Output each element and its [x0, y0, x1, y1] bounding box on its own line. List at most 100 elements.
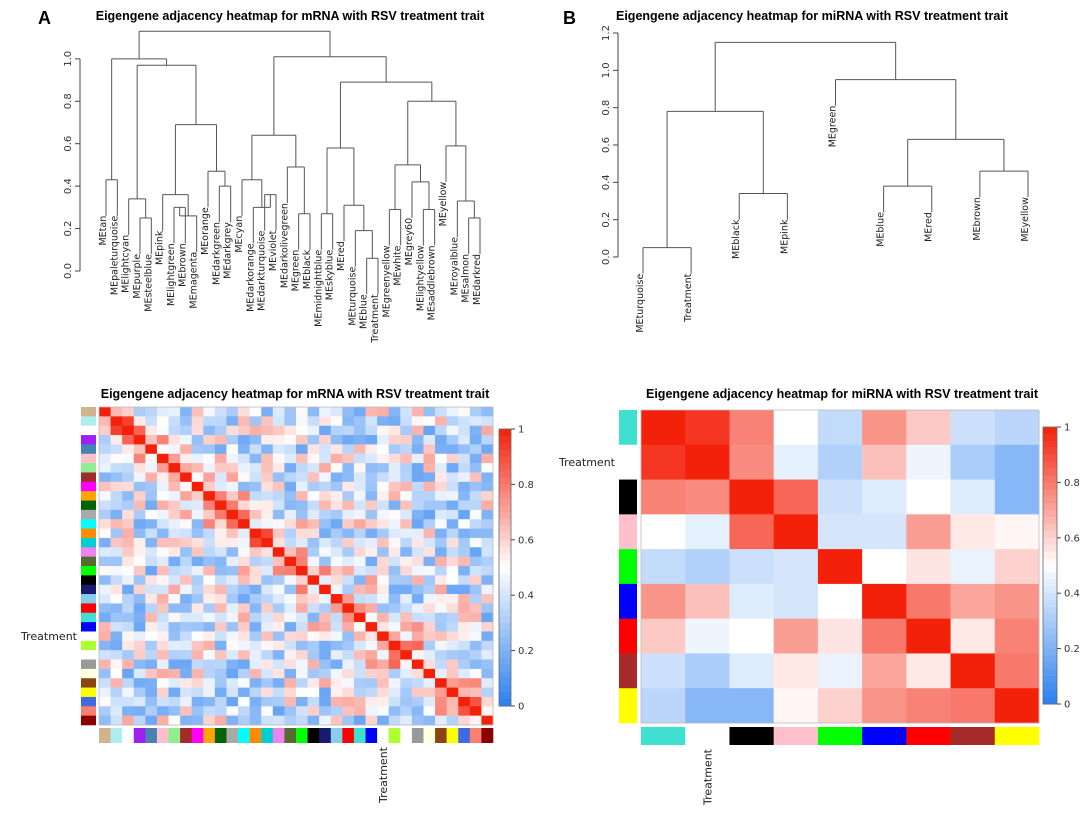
heatmap-cell: [203, 696, 216, 707]
heatmap-cell: [481, 547, 494, 558]
heatmap-cell: [203, 631, 216, 642]
colorbar-segment: [499, 532, 511, 541]
dendrogram-b: 0.0 0.2 0.4 0.6 0.8 1.0 1.2 MEturquoise Treatmen…: [601, 25, 1031, 333]
heatmap-a-title: Eigengene adjacency heatmap for mRNA wit…: [101, 387, 490, 401]
heatmap-cell: [377, 537, 390, 548]
heatmap-cell: [773, 688, 819, 724]
heatmap-cell: [423, 659, 436, 670]
heatmap-cell: [342, 416, 355, 427]
heatmap-cell: [168, 435, 181, 445]
dendrogram-leaf-label: MEred: [924, 212, 935, 242]
heatmap-cell: [950, 479, 996, 515]
heatmap-cell: [261, 547, 274, 558]
heatmap-cell: [342, 453, 355, 464]
heatmap-cell: [319, 594, 332, 604]
dendrogram-leaf-label: MEcyan: [234, 216, 245, 253]
heatmap-cell: [191, 603, 204, 614]
heatmap-cell: [99, 575, 111, 586]
heatmap-cell: [284, 612, 297, 623]
heatmap-cell: [862, 653, 907, 689]
heatmap-cell: [446, 668, 459, 679]
heatmap-cell: [469, 547, 482, 558]
dendrogram-leaf-label: MEpink: [779, 219, 790, 254]
heatmap-cell: [110, 491, 123, 501]
heatmap-cell: [191, 706, 204, 717]
colorbar-segment: [1043, 447, 1057, 456]
heatmap-cell: [110, 668, 123, 679]
heatmap-cell: [110, 575, 123, 586]
heatmap-cell: [458, 584, 471, 595]
colorbar-segment: [1043, 565, 1057, 573]
heatmap-cell: [249, 509, 262, 520]
row-module-swatch: [619, 618, 637, 654]
heatmap-cell: [122, 472, 135, 483]
heatmap-cell: [319, 650, 332, 660]
heatmap-cell: [400, 678, 413, 688]
colorbar-segment: [1043, 593, 1057, 601]
heatmap-cell: [423, 566, 436, 576]
heatmap-cell: [122, 416, 135, 427]
heatmap-cell: [180, 444, 193, 455]
heatmap-cell: [156, 612, 169, 623]
heatmap-cell: [284, 575, 297, 586]
heatmap-cell: [238, 519, 251, 529]
heatmap-cell: [377, 640, 390, 651]
heatmap-cell: [423, 668, 436, 679]
heatmap-cell: [238, 566, 251, 576]
heatmap-cell: [400, 519, 413, 529]
heatmap-cell: [133, 575, 146, 586]
heatmap-cell: [388, 547, 401, 558]
row-module-swatch: [619, 653, 637, 689]
heatmap-cell: [469, 509, 482, 520]
heatmap-cell: [377, 491, 390, 501]
heatmap-cell: [423, 603, 436, 614]
heatmap-cell: [284, 556, 297, 567]
heatmap-cell: [226, 444, 239, 455]
heatmap-cell: [353, 622, 366, 632]
heatmap-cell: [423, 622, 436, 632]
heatmap-cell: [817, 549, 863, 585]
heatmap-cell: [122, 556, 135, 567]
heatmap-cell: [226, 584, 239, 595]
heatmap-cell: [272, 528, 285, 539]
heatmap-cell: [388, 631, 401, 642]
heatmap-cell: [862, 514, 907, 550]
heatmap-cell: [319, 481, 332, 492]
y-tick-label: 0.6: [601, 137, 612, 153]
heatmap-cell: [238, 463, 251, 473]
heatmap-cell: [365, 407, 378, 417]
heatmap-cell: [365, 509, 378, 520]
heatmap-cell: [156, 416, 169, 427]
y-tick-label: 0.0: [63, 263, 74, 279]
heatmap-cell: [110, 444, 123, 455]
heatmap-cell: [238, 687, 251, 698]
heatmap-cell: [400, 668, 413, 679]
heatmap-cell: [145, 715, 158, 726]
heatmap-cell: [423, 612, 436, 623]
heatmap-cell: [446, 509, 459, 520]
heatmap-cell: [296, 491, 308, 501]
heatmap-cell: [423, 463, 436, 473]
heatmap-cell: [133, 519, 146, 529]
heatmap-cell: [156, 491, 169, 501]
colorbar-segment: [499, 629, 511, 638]
heatmap-cell: [388, 537, 401, 548]
heatmap-cell: [353, 547, 366, 558]
heatmap-cell: [330, 622, 343, 632]
heatmap-cell: [330, 416, 343, 427]
heatmap-cell: [423, 706, 436, 717]
heatmap-cell: [203, 678, 216, 688]
heatmap-cell: [862, 479, 907, 515]
colorbar-segment: [499, 546, 511, 555]
heatmap-cell: [446, 491, 459, 501]
heatmap-cell: [261, 659, 274, 670]
heatmap-cell: [388, 500, 401, 511]
heatmap-cell: [411, 631, 424, 642]
heatmap-cell: [110, 407, 123, 417]
heatmap-cell: [180, 519, 193, 529]
heatmap-cell: [145, 528, 158, 539]
heatmap-cell: [296, 472, 308, 483]
heatmap-cell: [99, 444, 111, 455]
heatmap-cell: [238, 584, 251, 595]
heatmap-cell: [284, 537, 297, 548]
